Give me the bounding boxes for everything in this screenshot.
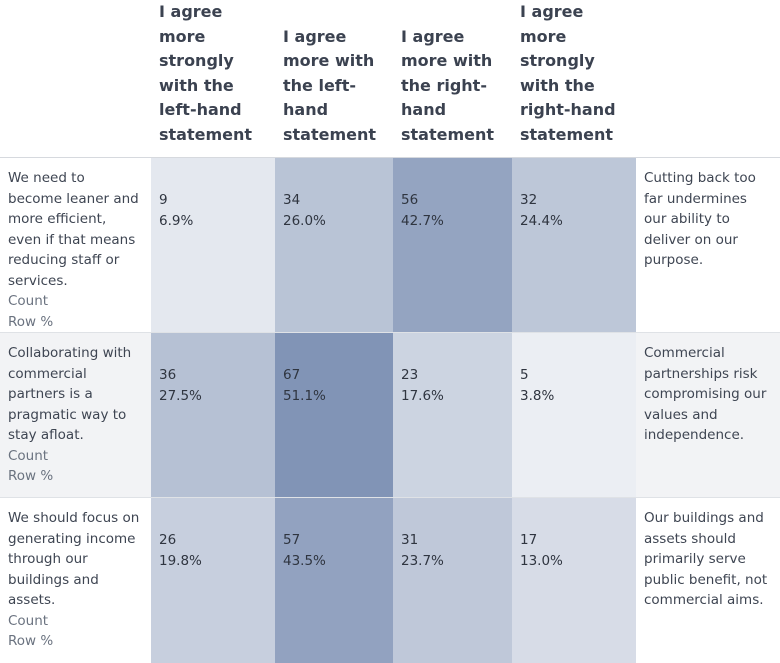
cell-count: 67: [283, 367, 301, 383]
cell-pct: 23.7%: [401, 552, 444, 569]
table-row: We need to become leaner and more effici…: [0, 157, 780, 333]
row-pct-label: Row %: [8, 633, 54, 649]
heatmap-cell: 26 19.8%: [151, 497, 275, 663]
right-statement-header: [636, 0, 780, 158]
heatmap-cell: 36 27.5%: [151, 332, 275, 498]
column-header: I agree more with the right-hand stateme…: [393, 0, 512, 158]
right-statement: Cutting back too far undermines our abil…: [644, 170, 756, 268]
column-header: I agree more strongly with the right-han…: [512, 0, 636, 158]
cell-pct: 27.5%: [159, 387, 202, 404]
cell-count: 36: [159, 367, 177, 383]
cell-pct: 42.7%: [401, 212, 444, 229]
cell-pct: 26.0%: [283, 212, 326, 229]
left-statement-cell: Collaborating with commercial partners i…: [0, 332, 151, 498]
cell-count: 9: [159, 192, 168, 208]
cell-pct: 51.1%: [283, 387, 326, 404]
left-statement: We need to become leaner and more effici…: [8, 170, 139, 289]
heatmap-cell: 31 23.7%: [393, 497, 512, 663]
count-label: Count: [8, 612, 49, 629]
right-statement-cell: Cutting back too far undermines our abil…: [636, 158, 780, 333]
left-statement-cell: We should focus on generating income thr…: [0, 497, 151, 663]
cell-count: 57: [283, 532, 301, 548]
cell-count: 32: [520, 192, 538, 208]
table-row: We should focus on generating income thr…: [0, 497, 780, 663]
table-row: Collaborating with commercial partners i…: [0, 332, 780, 498]
cell-pct: 17.6%: [401, 387, 444, 404]
cell-count: 17: [520, 532, 538, 548]
corner-header: [0, 0, 151, 158]
count-label: Count: [8, 293, 49, 309]
cell-count: 34: [283, 192, 301, 208]
cell-pct: 19.8%: [159, 552, 202, 569]
cell-pct: 24.4%: [520, 212, 563, 229]
cell-count: 5: [520, 367, 529, 383]
cell-count: 23: [401, 367, 419, 383]
heatmap-cell: 34 26.0%: [275, 157, 393, 333]
left-statement-cell: We need to become leaner and more effici…: [0, 158, 151, 333]
cell-count: 56: [401, 192, 419, 208]
heatmap-cell: 32 24.4%: [512, 157, 636, 333]
cell-pct: 3.8%: [520, 387, 555, 404]
row-pct-label: Row %: [8, 313, 54, 330]
heatmap-cell: 56 42.7%: [393, 157, 512, 333]
heatmap-cell: 5 3.8%: [512, 332, 636, 498]
right-statement: Our buildings and assets should primaril…: [644, 510, 768, 608]
column-header: I agree more with the left-hand statemen…: [275, 0, 393, 158]
header-row: I agree more strongly with the left-hand…: [0, 0, 780, 158]
heatmap-cell: 17 13.0%: [512, 497, 636, 663]
cell-pct: 43.5%: [283, 552, 326, 569]
cell-count: 26: [159, 532, 177, 548]
cell-pct: 13.0%: [520, 552, 563, 569]
heatmap-cell: 23 17.6%: [393, 332, 512, 498]
right-statement-cell: Our buildings and assets should primaril…: [636, 497, 780, 663]
heatmap-cell: 9 6.9%: [151, 157, 275, 333]
count-label: Count: [8, 447, 49, 464]
left-statement: We should focus on generating income thr…: [8, 510, 140, 608]
left-statement: Collaborating with commercial partners i…: [8, 345, 132, 443]
cell-pct: 6.9%: [159, 212, 194, 229]
cell-count: 31: [401, 532, 419, 548]
column-header: I agree more strongly with the left-hand…: [151, 0, 275, 158]
right-statement: Commercial partnerships risk compromisin…: [644, 345, 767, 443]
heatmap-cell: 57 43.5%: [275, 497, 393, 663]
right-statement-cell: Commercial partnerships risk compromisin…: [636, 332, 780, 498]
row-pct-label: Row %: [8, 468, 54, 484]
heatmap-cell: 67 51.1%: [275, 332, 393, 498]
